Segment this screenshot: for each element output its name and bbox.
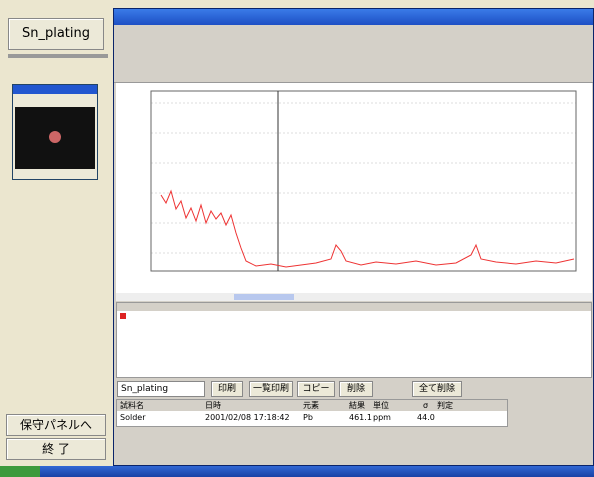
cell: Pb bbox=[303, 413, 313, 423]
delete-all-button[interactable]: 全て削除 bbox=[412, 381, 462, 397]
screen: Sn_plating 保守パネルへ 終 了 Sn_plating 印刷 一覧印刷… bbox=[0, 0, 594, 477]
status-text bbox=[8, 54, 108, 58]
delete-button[interactable]: 削除 bbox=[339, 381, 373, 397]
column-header: 単位 bbox=[373, 401, 389, 411]
method-button[interactable]: Sn_plating bbox=[8, 18, 104, 50]
camera-window bbox=[12, 84, 98, 180]
maintenance-button[interactable]: 保守パネルへ bbox=[6, 414, 106, 436]
column-header: 結果 bbox=[349, 401, 365, 411]
column-header: 日時 bbox=[205, 401, 221, 411]
camera-view bbox=[15, 107, 95, 169]
taskbar bbox=[0, 466, 594, 477]
exit-button[interactable]: 終 了 bbox=[6, 438, 106, 460]
print-button[interactable]: 印刷 bbox=[211, 381, 243, 397]
column-header: 判定 bbox=[437, 401, 453, 411]
title-bar bbox=[114, 9, 593, 25]
column-header: 試料名 bbox=[120, 401, 144, 411]
scrollbar[interactable] bbox=[116, 293, 592, 301]
cell: ppm bbox=[373, 413, 391, 423]
list-print-button[interactable]: 一覧印刷 bbox=[249, 381, 293, 397]
results-table: 試料名 日時 元素 結果 単位 σ 判定 Solder 2001/02/08 1… bbox=[116, 399, 508, 427]
cell: 461.1 bbox=[349, 413, 372, 423]
spectrum-chart bbox=[116, 83, 592, 293]
cell: 44.0 bbox=[417, 413, 435, 423]
toolbar bbox=[114, 25, 593, 83]
main-window: Sn_plating 印刷 一覧印刷 コピー 削除 全て削除 試料名 日時 元素… bbox=[113, 8, 594, 466]
cell: Solder bbox=[120, 413, 145, 423]
title-bar bbox=[13, 85, 97, 94]
spectrum-list bbox=[116, 302, 592, 378]
copy-button[interactable]: コピー bbox=[297, 381, 335, 397]
column-header: 元素 bbox=[303, 401, 319, 411]
method-select[interactable]: Sn_plating bbox=[117, 381, 205, 397]
column-header: σ bbox=[423, 401, 428, 411]
cell: 2001/02/08 17:18:42 bbox=[205, 413, 290, 423]
